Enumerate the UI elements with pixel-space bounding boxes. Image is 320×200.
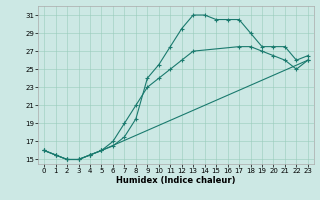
X-axis label: Humidex (Indice chaleur): Humidex (Indice chaleur): [116, 176, 236, 185]
